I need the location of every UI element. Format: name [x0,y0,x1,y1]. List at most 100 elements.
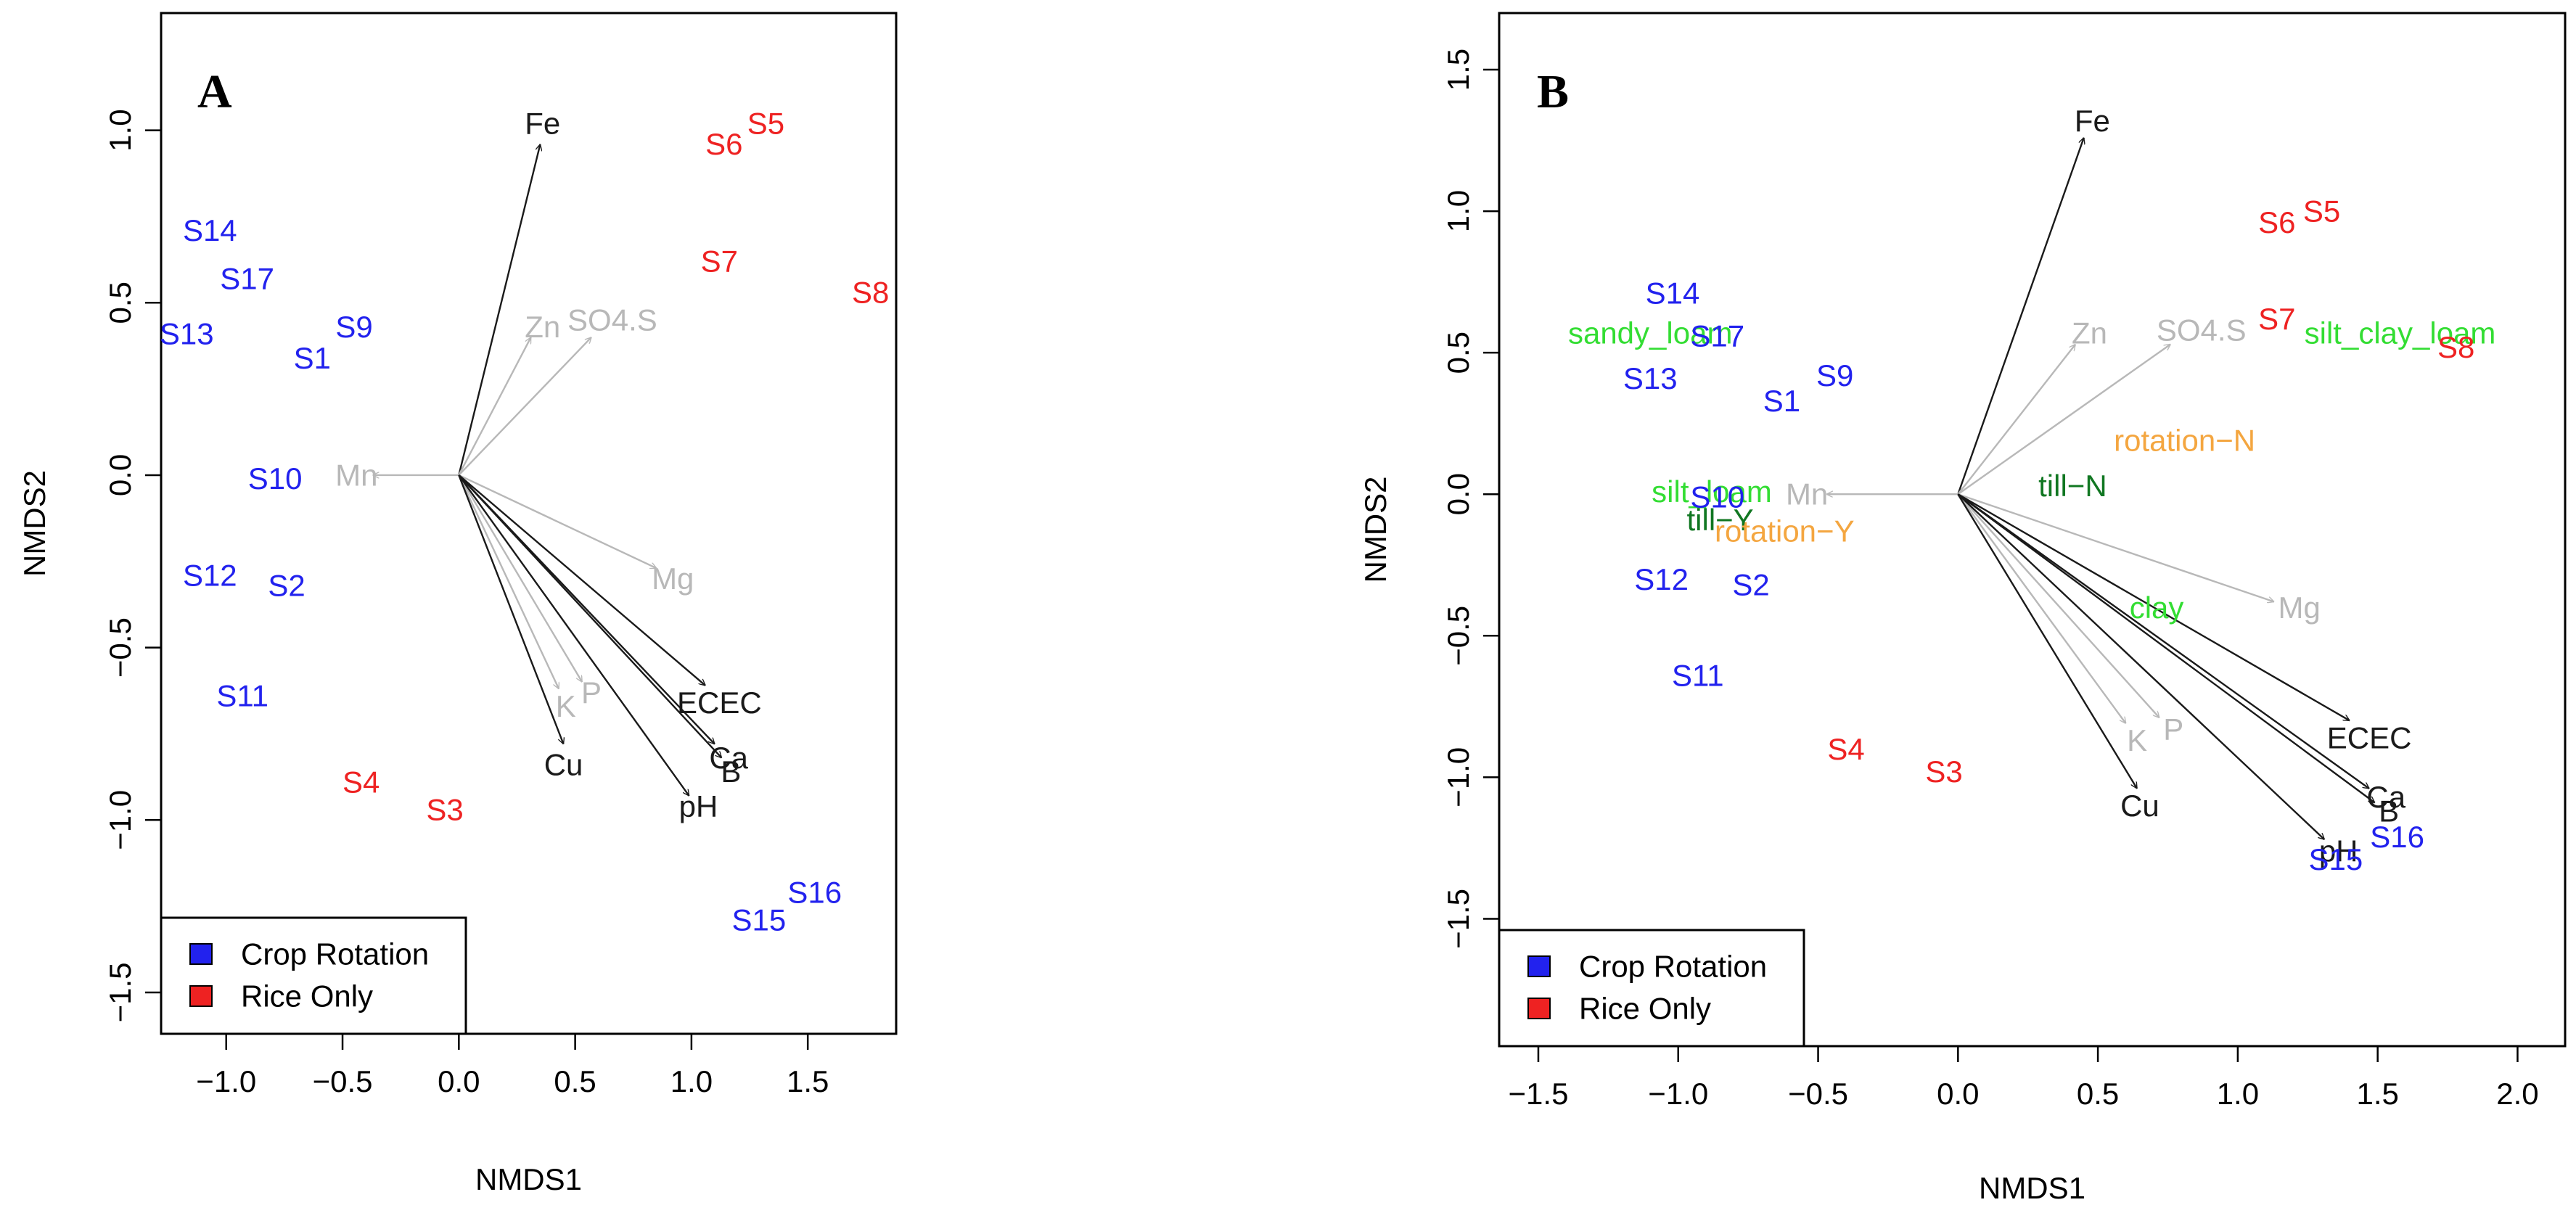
sample-label: S2 [268,569,305,603]
x-tick-label: −0.5 [1788,1077,1848,1111]
x-axis-title: NMDS1 [1979,1171,2085,1205]
y-axis: 1.0 0.5 0.0 −0.5 −1.0 −1.5 [103,109,161,1022]
vector-label: SO4.S [567,303,657,337]
vector-label: Fe [2075,104,2110,138]
sample-label: S15 [731,903,786,937]
legend-box [160,916,467,1035]
x-tick-label: −1.0 [1648,1077,1708,1111]
factor-label: silt_clay_loam [2305,316,2496,350]
legend-label: Crop Rotation [1579,950,1767,984]
vector-arrow [1957,493,2274,601]
sample-label: S13 [160,317,214,351]
y-axis-title: NMDS2 [17,470,52,577]
y-tick-label: 1.5 [1441,49,1475,91]
vector-label: Fe [525,107,560,141]
x-tick-label: 1.0 [2217,1077,2259,1111]
vector-arrow [1957,493,2127,723]
y-tick-label: −0.5 [103,617,137,678]
vector-arrow [458,474,656,570]
vector-label: Cu [2120,789,2159,823]
vector-arrow [1957,344,2077,495]
vector-arrow [1957,343,2170,496]
factor-label: silt_loam [1652,474,1772,509]
vector-label: Zn [2072,316,2107,350]
legend-label: Rice Only [1579,992,1711,1026]
x-tick-label: −1.5 [1509,1077,1569,1111]
vector-arrow [458,474,705,686]
y-axis-title: NMDS2 [1358,476,1392,583]
x-axis-title: NMDS1 [475,1162,582,1196]
vector-arrow [1957,493,2324,839]
y-tick-label: 1.0 [103,109,137,151]
x-axis: −1.0 −0.5 0.0 0.5 1.0 1.5 [196,1034,829,1098]
y-tick-label: −1.5 [103,962,137,1022]
panel-a: −1.0 −0.5 0.0 0.5 1.0 1.51.00.50.0−0.5−1.0−1.… [17,12,898,1196]
sample-label: S14 [183,213,237,247]
x-tick-label: −0.5 [313,1064,373,1098]
legend-swatch [1527,955,1551,977]
sample-label: S4 [1827,732,1864,766]
vector-label: ECEC [2327,720,2412,754]
sample-label: S14 [1646,276,1700,311]
sample-label: S16 [2370,820,2424,854]
sample-label: S5 [2303,194,2340,229]
vector-label: P [581,675,602,710]
sample-label: S11 [1672,658,1724,692]
sample-label: S15 [2308,842,2363,876]
panel-letter: A [197,65,232,118]
legend-swatch [1527,998,1551,1019]
sample-label: S4 [342,765,380,799]
factor-label: till−Y [1686,503,1753,537]
y-tick-label: 0.5 [103,281,137,324]
sample-label: S7 [2258,302,2295,336]
vector-label: ECEC [677,686,762,720]
sample-label: S11 [216,679,268,713]
x-tick-label: 0.5 [2077,1077,2119,1111]
y-tick-label: 1.0 [1441,190,1475,232]
vector-label: Mg [2278,591,2321,625]
sample-label: S3 [1925,754,1962,789]
sample-label: S17 [1690,318,1744,353]
vector-label: SO4.S [2157,313,2247,347]
x-tick-label: 2.0 [2496,1077,2538,1111]
vector-label: B [721,754,741,789]
factor-label: sandy_loam [1568,316,1732,350]
sample-label: S5 [747,107,784,141]
vector-label: pH [2319,834,2358,868]
factor-label: rotation−N [2114,424,2255,458]
sample-label: S17 [220,262,274,296]
y-tick-label: 0.0 [103,454,137,496]
legend-label: Rice Only [241,979,373,1013]
legend-swatch [189,943,213,965]
legend-swatch [189,985,213,1007]
vector-arrow [458,474,563,744]
sample-label: S10 [1690,480,1744,514]
x-tick-label: 1.5 [787,1064,829,1098]
sample-label: S1 [294,341,331,375]
plot-frame [1498,12,2567,1048]
panel-letter: B [1537,65,1569,118]
x-axis: −1.5 −1.0 −0.5 0.0 0.5 1.0 1.5 2.0 [1509,1046,2539,1111]
vector-label: Mn [335,458,377,492]
sample-label: S10 [248,461,303,496]
plot-frame [160,12,898,1035]
x-tick-label: 0.5 [554,1064,596,1098]
vector-arrow [1957,493,2369,789]
vector-arrow [1957,493,2374,804]
vector-arrow [458,337,591,476]
sample-label: S16 [787,876,842,910]
vector-label: P [2163,712,2183,747]
factor-label: rotation−Y [1715,514,1855,548]
x-tick-label: 0.0 [1937,1077,1979,1111]
x-tick-label: 1.5 [2356,1077,2398,1111]
vector-label: pH [679,789,718,823]
vector-arrow [1957,493,2350,722]
y-tick-label: 0.0 [1441,473,1475,515]
sample-label: S9 [1816,358,1853,392]
